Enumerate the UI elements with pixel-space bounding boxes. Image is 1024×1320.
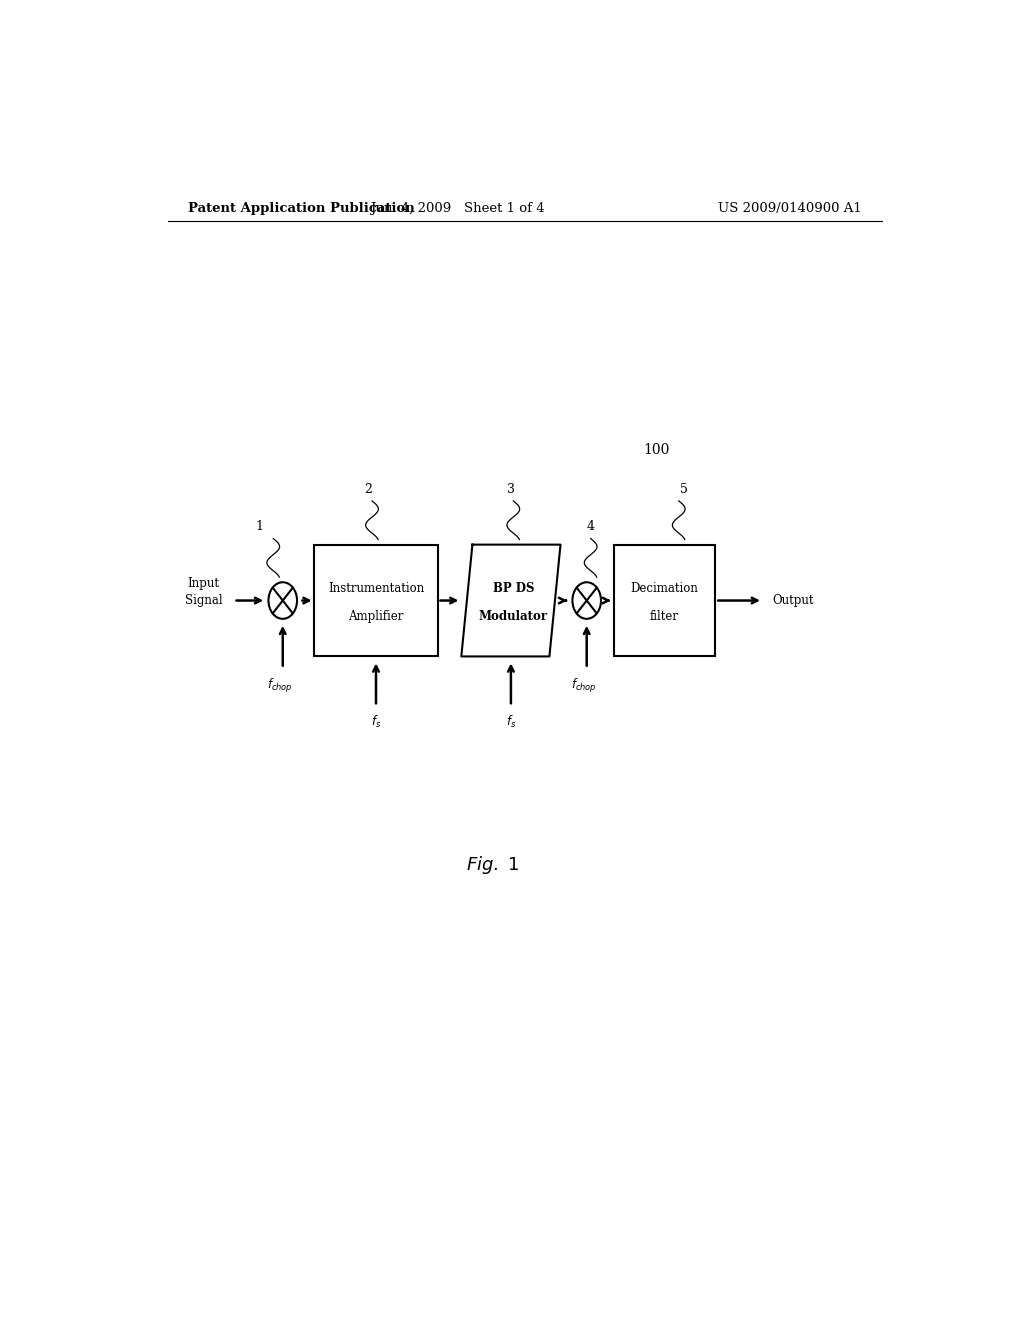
Text: 2: 2	[365, 483, 372, 496]
Text: 1: 1	[255, 520, 263, 533]
Text: Output: Output	[772, 594, 814, 607]
Bar	[314, 545, 437, 656]
Text: 3: 3	[507, 483, 515, 496]
Text: Amplifier: Amplifier	[348, 610, 403, 623]
Text: Patent Application Publication: Patent Application Publication	[187, 202, 415, 215]
Text: Jun. 4, 2009   Sheet 1 of 4: Jun. 4, 2009 Sheet 1 of 4	[370, 202, 545, 215]
Text: Input
Signal: Input Signal	[184, 577, 222, 607]
Text: $f_{chop}$: $f_{chop}$	[570, 677, 596, 694]
Text: BP DS: BP DS	[493, 582, 535, 595]
Text: filter: filter	[650, 610, 679, 623]
Text: Instrumentation: Instrumentation	[328, 582, 424, 595]
Text: Decimation: Decimation	[631, 582, 698, 595]
Text: 4: 4	[587, 520, 595, 533]
Bar	[613, 545, 715, 656]
Text: $f_s$: $f_s$	[371, 714, 381, 730]
Text: US 2009/0140900 A1: US 2009/0140900 A1	[718, 202, 862, 215]
Text: 100: 100	[643, 444, 670, 457]
Text: $\mathit{Fig.}$ $\mathit{1}$: $\mathit{Fig.}$ $\mathit{1}$	[466, 854, 520, 875]
Text: 5: 5	[680, 483, 688, 496]
Text: Modulator: Modulator	[479, 610, 548, 623]
Text: $f_{chop}$: $f_{chop}$	[266, 677, 293, 694]
Text: $f_s$: $f_s$	[506, 714, 516, 730]
